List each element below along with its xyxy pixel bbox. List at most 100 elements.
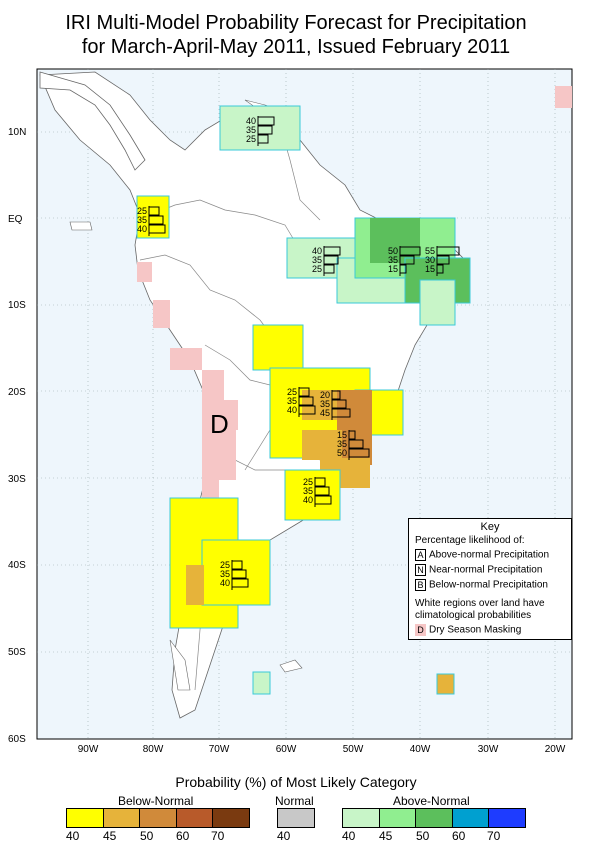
colorbar-below-label: Below-Normal <box>118 794 194 808</box>
colorbar-above-label: Above-Normal <box>393 794 470 808</box>
colorbar-below-swatch <box>140 809 177 827</box>
forecast-value-above: 15 <box>337 430 347 440</box>
lat-label-10n: 10N <box>8 127 26 138</box>
forecast-value-normal: 35 <box>388 255 398 265</box>
forecast-value-normal: 35 <box>220 569 230 579</box>
key-row-below: B Below-normal Precipitation <box>415 579 548 592</box>
key-letter-a: A <box>415 549 426 561</box>
forecast-value-above: 25 <box>287 387 297 397</box>
tick-below-70: 70 <box>211 829 225 843</box>
forecast-value-normal: 35 <box>246 125 256 135</box>
lat-label-60s: 60S <box>8 734 26 745</box>
colorbar-above-swatch <box>343 809 380 827</box>
key-label-above: Above-normal Precipitation <box>429 549 550 561</box>
colorbar-above-swatch <box>416 809 453 827</box>
map-key: Key Percentage likelihood of: A Above-nor… <box>408 518 572 640</box>
forecast-value-above: 40 <box>246 116 256 126</box>
forecast-boxes: 4035252535404035255035155530152535402035… <box>137 116 460 590</box>
colorbar-above-swatch <box>452 809 490 827</box>
lon-label-30w: 30W <box>478 744 499 755</box>
forecast-value-below: 40 <box>137 224 147 234</box>
colorbar-below-swatch <box>67 809 104 827</box>
tick-above-70: 70 <box>487 829 501 843</box>
forecast-value-below: 50 <box>337 448 347 458</box>
tick-below-45: 45 <box>103 829 117 843</box>
key-row-normal: N Near-normal Precipitation <box>415 564 542 577</box>
colorbar-normal <box>277 808 315 828</box>
forecast-value-above: 25 <box>220 560 230 570</box>
colorbar-below-swatch <box>213 809 249 827</box>
forecast-value-above: 20 <box>320 390 330 400</box>
forecast-value-above: 25 <box>303 477 313 487</box>
colorbar-below-swatch <box>103 809 141 827</box>
key-letter-d: D <box>415 624 426 636</box>
lat-label-30s: 30S <box>8 474 26 485</box>
colorbar-normal-swatch <box>278 809 314 827</box>
tick-below-50: 50 <box>140 829 154 843</box>
forecast-value-normal: 35 <box>137 215 147 225</box>
chart-title-line2: for March-April-May 2011, Issued Februar… <box>81 36 511 58</box>
key-letter-n: N <box>415 564 426 576</box>
forecast-value-normal: 30 <box>425 255 435 265</box>
lon-axis: 90W 80W 70W 60W 50W 40W 30W 20W <box>78 744 566 755</box>
lon-label-80w: 80W <box>143 744 164 755</box>
forecast-value-below: 40 <box>303 495 313 505</box>
chart-title-line1: IRI Multi-Model Probability Forecast for… <box>65 12 527 34</box>
colorbar-title: Probability (%) of Most Likely Category <box>175 774 417 790</box>
colorbar-above-swatch <box>489 809 525 827</box>
forecast-value-below: 15 <box>425 264 435 274</box>
below-normal-regions <box>136 195 455 695</box>
key-label-dry: Dry Season Masking <box>429 624 522 636</box>
above-normal-regions <box>219 105 471 695</box>
forecast-value-above: 25 <box>137 206 147 216</box>
forecast-value-normal: 35 <box>312 255 322 265</box>
forecast-value-normal: 35 <box>337 439 347 449</box>
tick-above-40: 40 <box>342 829 356 843</box>
colorbar-below <box>66 808 250 828</box>
tick-above-60: 60 <box>452 829 466 843</box>
forecast-value-normal: 35 <box>320 399 330 409</box>
forecast-value-normal: 35 <box>303 486 313 496</box>
forecast-value-below: 25 <box>312 264 322 274</box>
land-central-america <box>39 71 146 171</box>
lat-label-10s: 10S <box>8 300 26 311</box>
colorbar-below-swatch <box>176 809 214 827</box>
forecast-value-below: 25 <box>246 134 256 144</box>
colorbar-above-swatch <box>379 809 417 827</box>
colorbar-above <box>342 808 526 828</box>
forecast-value-above: 40 <box>312 246 322 256</box>
key-row-dry: D Dry Season Masking <box>415 624 521 637</box>
tick-above-50: 50 <box>416 829 430 843</box>
lon-label-40w: 40W <box>410 744 431 755</box>
lon-label-20w: 20W <box>545 744 566 755</box>
forecast-value-below: 40 <box>220 578 230 588</box>
key-label-below: Below-normal Precipitation <box>429 579 548 591</box>
forecast-value-below: 45 <box>320 408 330 418</box>
lat-axis: 10N EQ 10S 20S 30S 40S 50S 60S <box>8 127 26 745</box>
forecast-value-above: 55 <box>425 246 435 256</box>
forecast-value-below: 15 <box>388 264 398 274</box>
colorbar-normal-label: Normal <box>275 794 314 808</box>
dry-season-letter: D <box>210 409 229 439</box>
tick-below-60: 60 <box>176 829 190 843</box>
key-label-normal: Near-normal Precipitation <box>429 564 543 576</box>
key-row-above: A Above-normal Precipitation <box>415 549 549 562</box>
tick-normal-40: 40 <box>277 829 291 843</box>
lon-label-90w: 90W <box>78 744 99 755</box>
lon-label-50w: 50W <box>343 744 364 755</box>
key-note: White regions over land have climatologi… <box>415 598 545 621</box>
key-letter-b: B <box>415 579 426 591</box>
forecast-value-below: 40 <box>287 405 297 415</box>
islands <box>69 99 303 691</box>
lon-label-60w: 60W <box>276 744 297 755</box>
